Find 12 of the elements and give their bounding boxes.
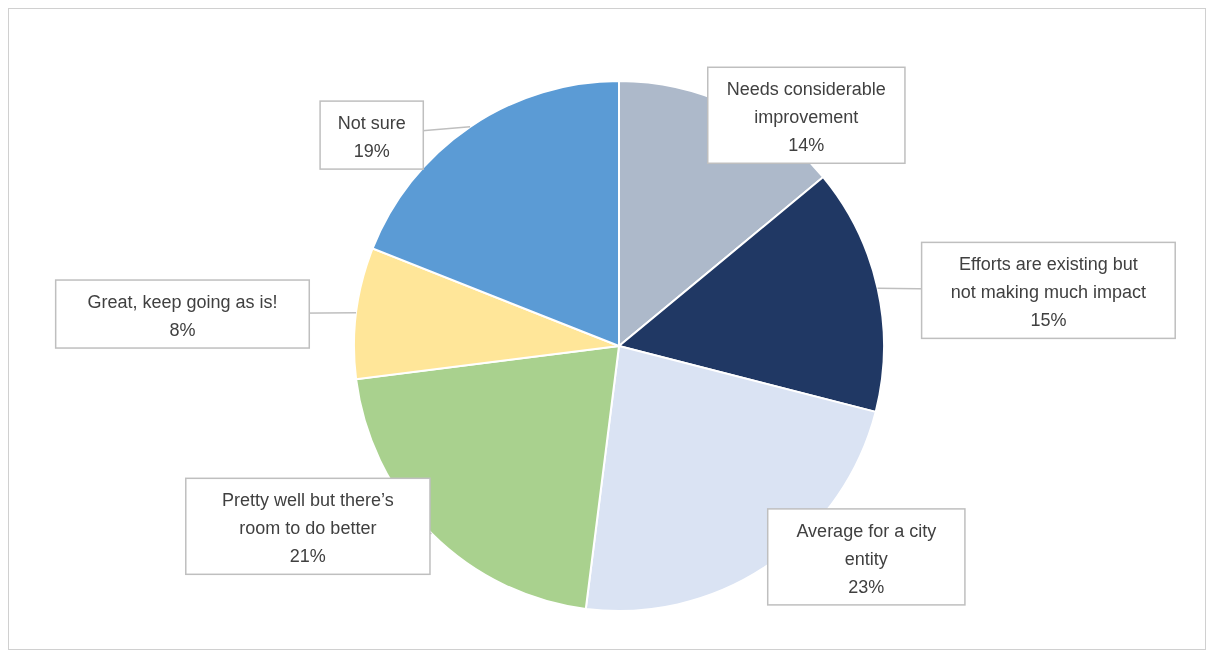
slice-label: Great, keep going as is! — [87, 292, 278, 313]
data-label: 21% — [289, 546, 326, 567]
slice-label: Pretty well but there’s room to do better — [222, 490, 394, 539]
data-label: 14% — [788, 135, 825, 156]
data-label: 19% — [353, 141, 390, 162]
slice-label: Needs considerable improvement — [726, 79, 886, 128]
slice-label: Not sure — [337, 113, 406, 134]
data-label: 23% — [848, 576, 885, 597]
data-label: 15% — [1030, 310, 1067, 331]
slice-label: Efforts are existing but not making much impact — [950, 254, 1146, 303]
data-label: 8% — [169, 320, 196, 341]
slice-label: Average for a city entity — [796, 520, 937, 569]
